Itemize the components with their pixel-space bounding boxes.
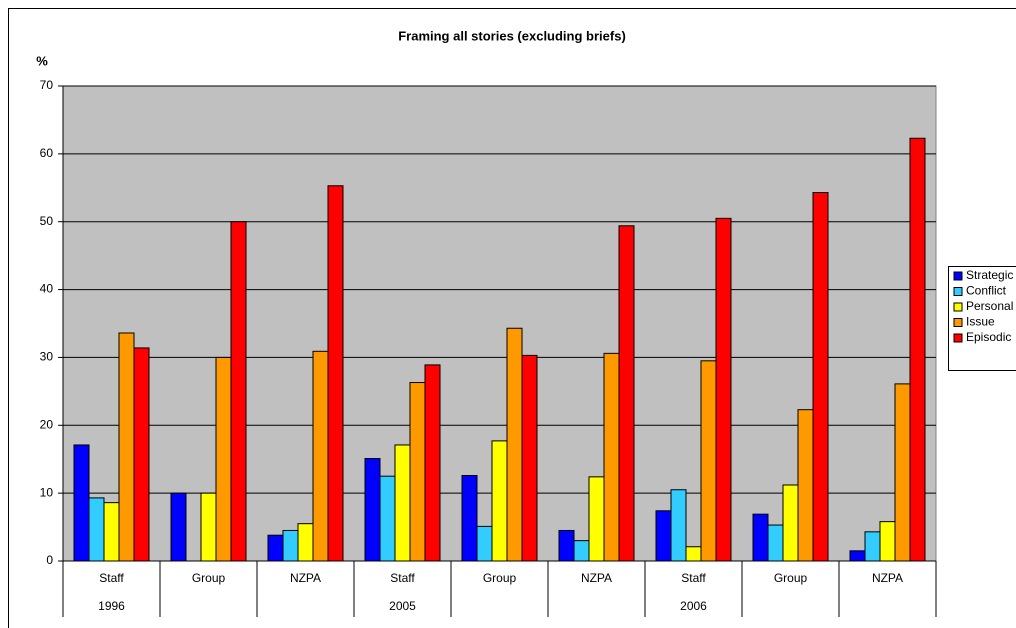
x-tick-label: NZPA [290,571,321,585]
bar [558,529,575,562]
legend-swatch [953,318,963,327]
bar [88,497,105,562]
y-tick-label: 20 [40,417,54,431]
bar [700,360,717,562]
x-tick-label: Group [192,571,226,585]
y-axis-title: % [36,53,48,68]
legend-label: Issue [966,315,995,329]
x-tick-label: NZPA [581,571,612,585]
bar [752,513,769,562]
bar [200,492,217,562]
bar [409,382,426,562]
x-group-label: 2005 [389,599,416,613]
bar [767,524,784,562]
bar [685,546,702,562]
x-tick-label: Group [483,571,517,585]
x-tick-label: Group [774,571,808,585]
chart-title: Framing all stories (excluding briefs) [398,28,626,43]
bar [103,502,120,562]
y-tick-label: 10 [40,485,54,499]
bar [73,444,90,562]
legend-swatch [953,333,963,343]
bar [133,347,150,562]
legend-label: Strategic [966,268,1013,282]
bar [230,221,247,562]
bar [573,540,590,562]
bar [491,440,508,562]
bar [267,534,284,562]
bar [849,550,866,562]
bar [655,510,672,562]
x-tick-label: NZPA [872,571,903,585]
bar [521,354,538,562]
x-tick-label: Staff [99,571,124,585]
bar [506,327,523,562]
legend-label: Personal [966,299,1013,313]
x-tick-label: Staff [681,571,706,585]
bar [379,475,396,562]
legend-swatch [953,287,963,296]
bar [812,192,829,562]
bar [797,409,814,562]
bar [476,525,493,562]
bar [864,531,881,562]
y-tick-label: 70 [40,78,54,92]
y-tick-label: 30 [40,350,54,364]
bar [364,458,381,562]
legend-label: Episodic [966,330,1011,344]
bar [670,489,687,562]
bar [879,521,896,562]
bar [588,476,605,562]
bar [909,137,926,562]
y-tick-label: 60 [40,146,54,160]
bar [394,444,411,562]
x-tick-label: Staff [390,571,415,585]
bar [170,492,187,562]
legend-label: Conflict [966,284,1007,298]
x-group-label: 2006 [680,599,707,613]
y-tick-label: 0 [46,553,53,567]
bar [461,475,478,562]
bar [327,185,344,562]
y-tick-label: 40 [40,282,54,296]
bar [215,356,232,562]
bar [603,352,620,562]
bar [715,217,732,562]
bar [312,350,329,562]
bar [282,529,299,562]
bar [297,523,314,562]
bar [782,484,799,562]
bar [424,364,441,562]
x-group-label: 1996 [98,599,125,613]
bar [618,225,635,562]
y-tick-label: 50 [40,214,54,228]
bar [894,383,911,562]
legend-swatch [953,271,963,281]
bar [118,332,135,562]
legend-swatch [953,302,963,312]
